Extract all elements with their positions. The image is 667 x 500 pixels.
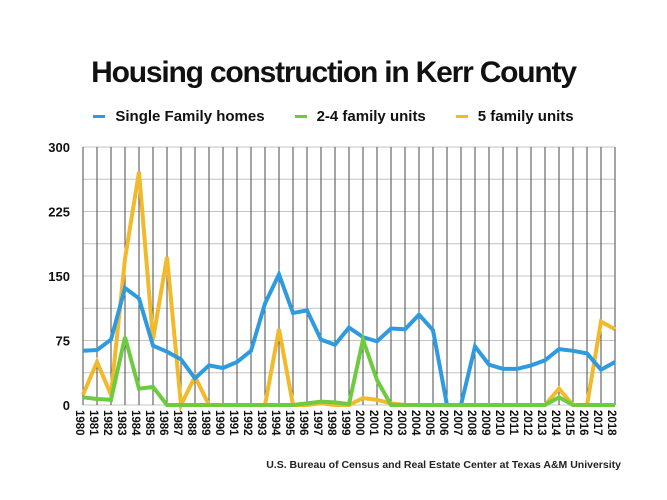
x-tick-label: 1994 bbox=[269, 410, 281, 436]
x-tick-label: 2009 bbox=[479, 410, 491, 436]
y-tick-label: 0 bbox=[63, 398, 70, 413]
x-tick-label: 1980 bbox=[73, 410, 85, 436]
series-line-2-4-family-units bbox=[82, 332, 615, 407]
x-tick-label: 2005 bbox=[423, 410, 435, 436]
legend-swatch-2-4-family bbox=[294, 115, 307, 118]
x-tick-label: 1997 bbox=[311, 410, 323, 436]
x-tick-label: 2006 bbox=[437, 410, 449, 436]
legend-swatch-5-family bbox=[455, 115, 468, 118]
x-tick-label: 2013 bbox=[535, 410, 547, 436]
y-tick-label: 75 bbox=[56, 334, 70, 349]
x-tick-label: 2002 bbox=[381, 410, 393, 436]
x-tick-label: 2004 bbox=[409, 410, 421, 436]
x-tick-label: 2018 bbox=[605, 410, 617, 436]
x-tick-label: 1999 bbox=[339, 410, 351, 436]
x-tick-label: 1981 bbox=[87, 410, 99, 436]
x-tick-label: 2011 bbox=[507, 410, 519, 436]
x-tick-label: 2008 bbox=[465, 410, 477, 436]
x-tick-label: 2012 bbox=[521, 410, 533, 436]
y-tick-label: 300 bbox=[48, 140, 70, 155]
x-tick-label: 1995 bbox=[283, 410, 295, 436]
legend-item-2-4-family: 2-4 family units bbox=[294, 108, 426, 125]
legend-item-5-family: 5 family units bbox=[455, 108, 574, 125]
x-tick-label: 2007 bbox=[451, 410, 463, 436]
x-tick-label: 1991 bbox=[227, 410, 239, 436]
x-tick-label: 2001 bbox=[367, 410, 379, 436]
y-tick-label: 225 bbox=[48, 205, 70, 220]
x-tick-label: 1986 bbox=[157, 410, 169, 436]
x-tick-label: 1985 bbox=[143, 410, 155, 436]
x-tick-label: 2014 bbox=[549, 410, 561, 436]
legend-label-5-family: 5 family units bbox=[477, 108, 574, 125]
x-tick-label: 1983 bbox=[115, 410, 127, 436]
x-tick-label: 1987 bbox=[171, 410, 183, 436]
x-tick-label: 1996 bbox=[297, 410, 309, 436]
chart-title: Housing construction in Kerr County bbox=[91, 56, 577, 89]
x-tick-label: 2010 bbox=[493, 410, 505, 436]
x-axis-tick-labels: 1980 1981 1982 1983 1984 1985 1986 1987 1988 1989… bbox=[73, 410, 617, 436]
x-tick-label: 2017 bbox=[591, 410, 603, 436]
legend-item-single-family: Single Family homes bbox=[93, 108, 265, 125]
legend-label-single-family: Single Family homes bbox=[115, 108, 265, 125]
x-tick-label: 1993 bbox=[255, 410, 267, 436]
source-credit: U.S. Bureau of Census and Real Estate Ce… bbox=[266, 459, 621, 471]
x-tick-label: 1992 bbox=[241, 410, 253, 436]
legend-label-2-4-family: 2-4 family units bbox=[316, 108, 426, 125]
x-tick-label: 1989 bbox=[199, 410, 211, 436]
y-tick-label: 150 bbox=[48, 269, 70, 284]
x-tick-label: 1988 bbox=[185, 410, 197, 436]
y-axis-tick-labels: 0 75 150 225 300 bbox=[48, 140, 70, 413]
x-tick-label: 1998 bbox=[325, 410, 337, 436]
x-tick-label: 2016 bbox=[577, 410, 589, 436]
x-tick-label: 2015 bbox=[563, 410, 575, 436]
x-tick-label: 1990 bbox=[213, 410, 225, 436]
series-line-single-family-homes bbox=[82, 269, 616, 407]
x-tick-label: 2003 bbox=[395, 410, 407, 436]
series-lines bbox=[81, 171, 616, 413]
x-tick-label: 1982 bbox=[101, 410, 113, 436]
x-tick-label: 1984 bbox=[129, 410, 141, 436]
x-tick-label: 2000 bbox=[353, 410, 365, 436]
legend-swatch-single-family bbox=[93, 115, 106, 118]
chart-legend: Single Family homes 2-4 family units 5 f… bbox=[0, 108, 667, 125]
